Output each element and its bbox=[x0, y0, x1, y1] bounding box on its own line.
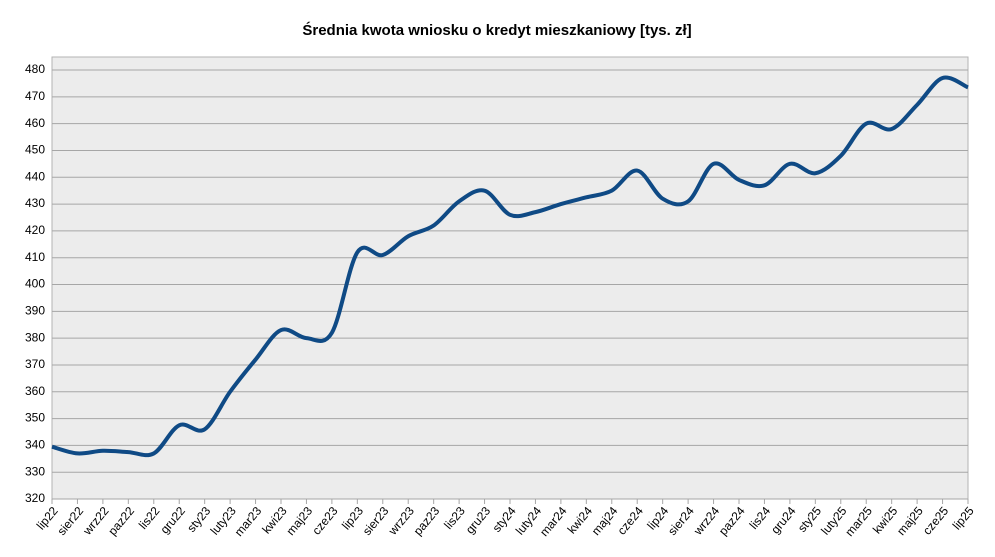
chart-title: Średnia kwota wniosku o kredyt mieszkani… bbox=[302, 21, 691, 39]
y-tick-label: 470 bbox=[25, 89, 45, 103]
y-tick-label: 440 bbox=[25, 169, 45, 183]
y-tick-label: 370 bbox=[25, 357, 45, 371]
y-tick-label: 350 bbox=[25, 411, 45, 425]
y-tick-label: 480 bbox=[25, 62, 45, 76]
y-tick-label: 360 bbox=[25, 384, 45, 398]
plot-area bbox=[51, 56, 969, 500]
y-tick-label: 320 bbox=[25, 491, 45, 505]
y-tick-label: 380 bbox=[25, 330, 45, 344]
data-line bbox=[51, 75, 969, 458]
y-tick-label: 460 bbox=[25, 116, 45, 130]
y-tick-label: 390 bbox=[25, 303, 45, 317]
y-tick-label: 430 bbox=[25, 196, 45, 210]
y-tick-label: 450 bbox=[25, 143, 45, 157]
y-tick-label: 420 bbox=[25, 223, 45, 237]
y-tick-label: 330 bbox=[25, 464, 45, 478]
y-tick-label: 410 bbox=[25, 250, 45, 264]
y-tick-label: 340 bbox=[25, 438, 45, 452]
y-tick-label: 400 bbox=[25, 277, 45, 291]
